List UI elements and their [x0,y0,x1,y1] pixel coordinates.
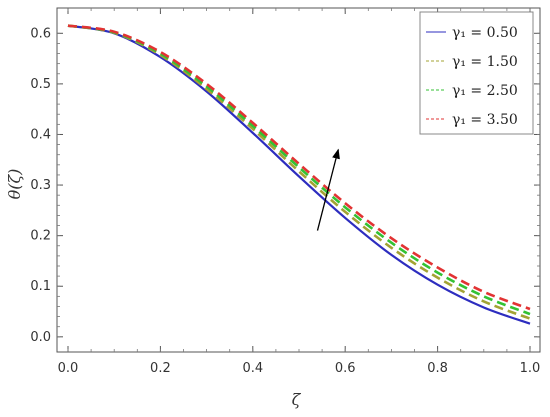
legend-label-1: γ₁ = 0.50 [452,25,518,41]
plot-frame [56,7,541,353]
trend-arrow [316,148,340,231]
x-tick-label: 0.0 [58,361,79,376]
x-tick-label: 0.6 [335,361,356,376]
y-tick-label: 0.4 [30,127,51,142]
x-tick-label: 1.0 [520,361,541,376]
y-tick-label: 0.0 [30,330,51,345]
y-tick-label: 0.3 [30,178,51,193]
tick-layer: 0.0 0.2 0.4 0.6 0.8 1.0 0.0 0.1 0.2 0.3 0.4 0.5 0.6 [30,8,540,376]
y-tick-label: 0.5 [30,77,51,92]
y-tick-label: 0.1 [30,279,51,294]
x-tick-label: 0.2 [150,361,171,376]
series-line-2 [67,24,531,320]
legend: γ₁ = 0.50 γ₁ = 1.50 γ₁ = 2.50 γ₁ = 3.50 [419,11,534,135]
series-line-1 [67,24,531,325]
annotation-layer [316,148,340,231]
plot-frame-layer [56,7,541,353]
y-tick-label: 0.2 [30,229,51,244]
x-axis-title: ζ [292,390,302,409]
legend-label-3: γ₁ = 2.50 [452,83,518,99]
series-layer [67,24,531,325]
legend-label-4: γ₁ = 3.50 [452,112,518,128]
x-tick-label: 0.4 [242,361,263,376]
y-axis-title: θ(ζ) [5,169,24,200]
series-line-4 [67,24,531,311]
y-tick-label: 0.6 [30,26,51,41]
series-line-3 [67,24,531,316]
x-tick-label: 0.8 [427,361,448,376]
legend-label-2: γ₁ = 1.50 [452,54,518,70]
